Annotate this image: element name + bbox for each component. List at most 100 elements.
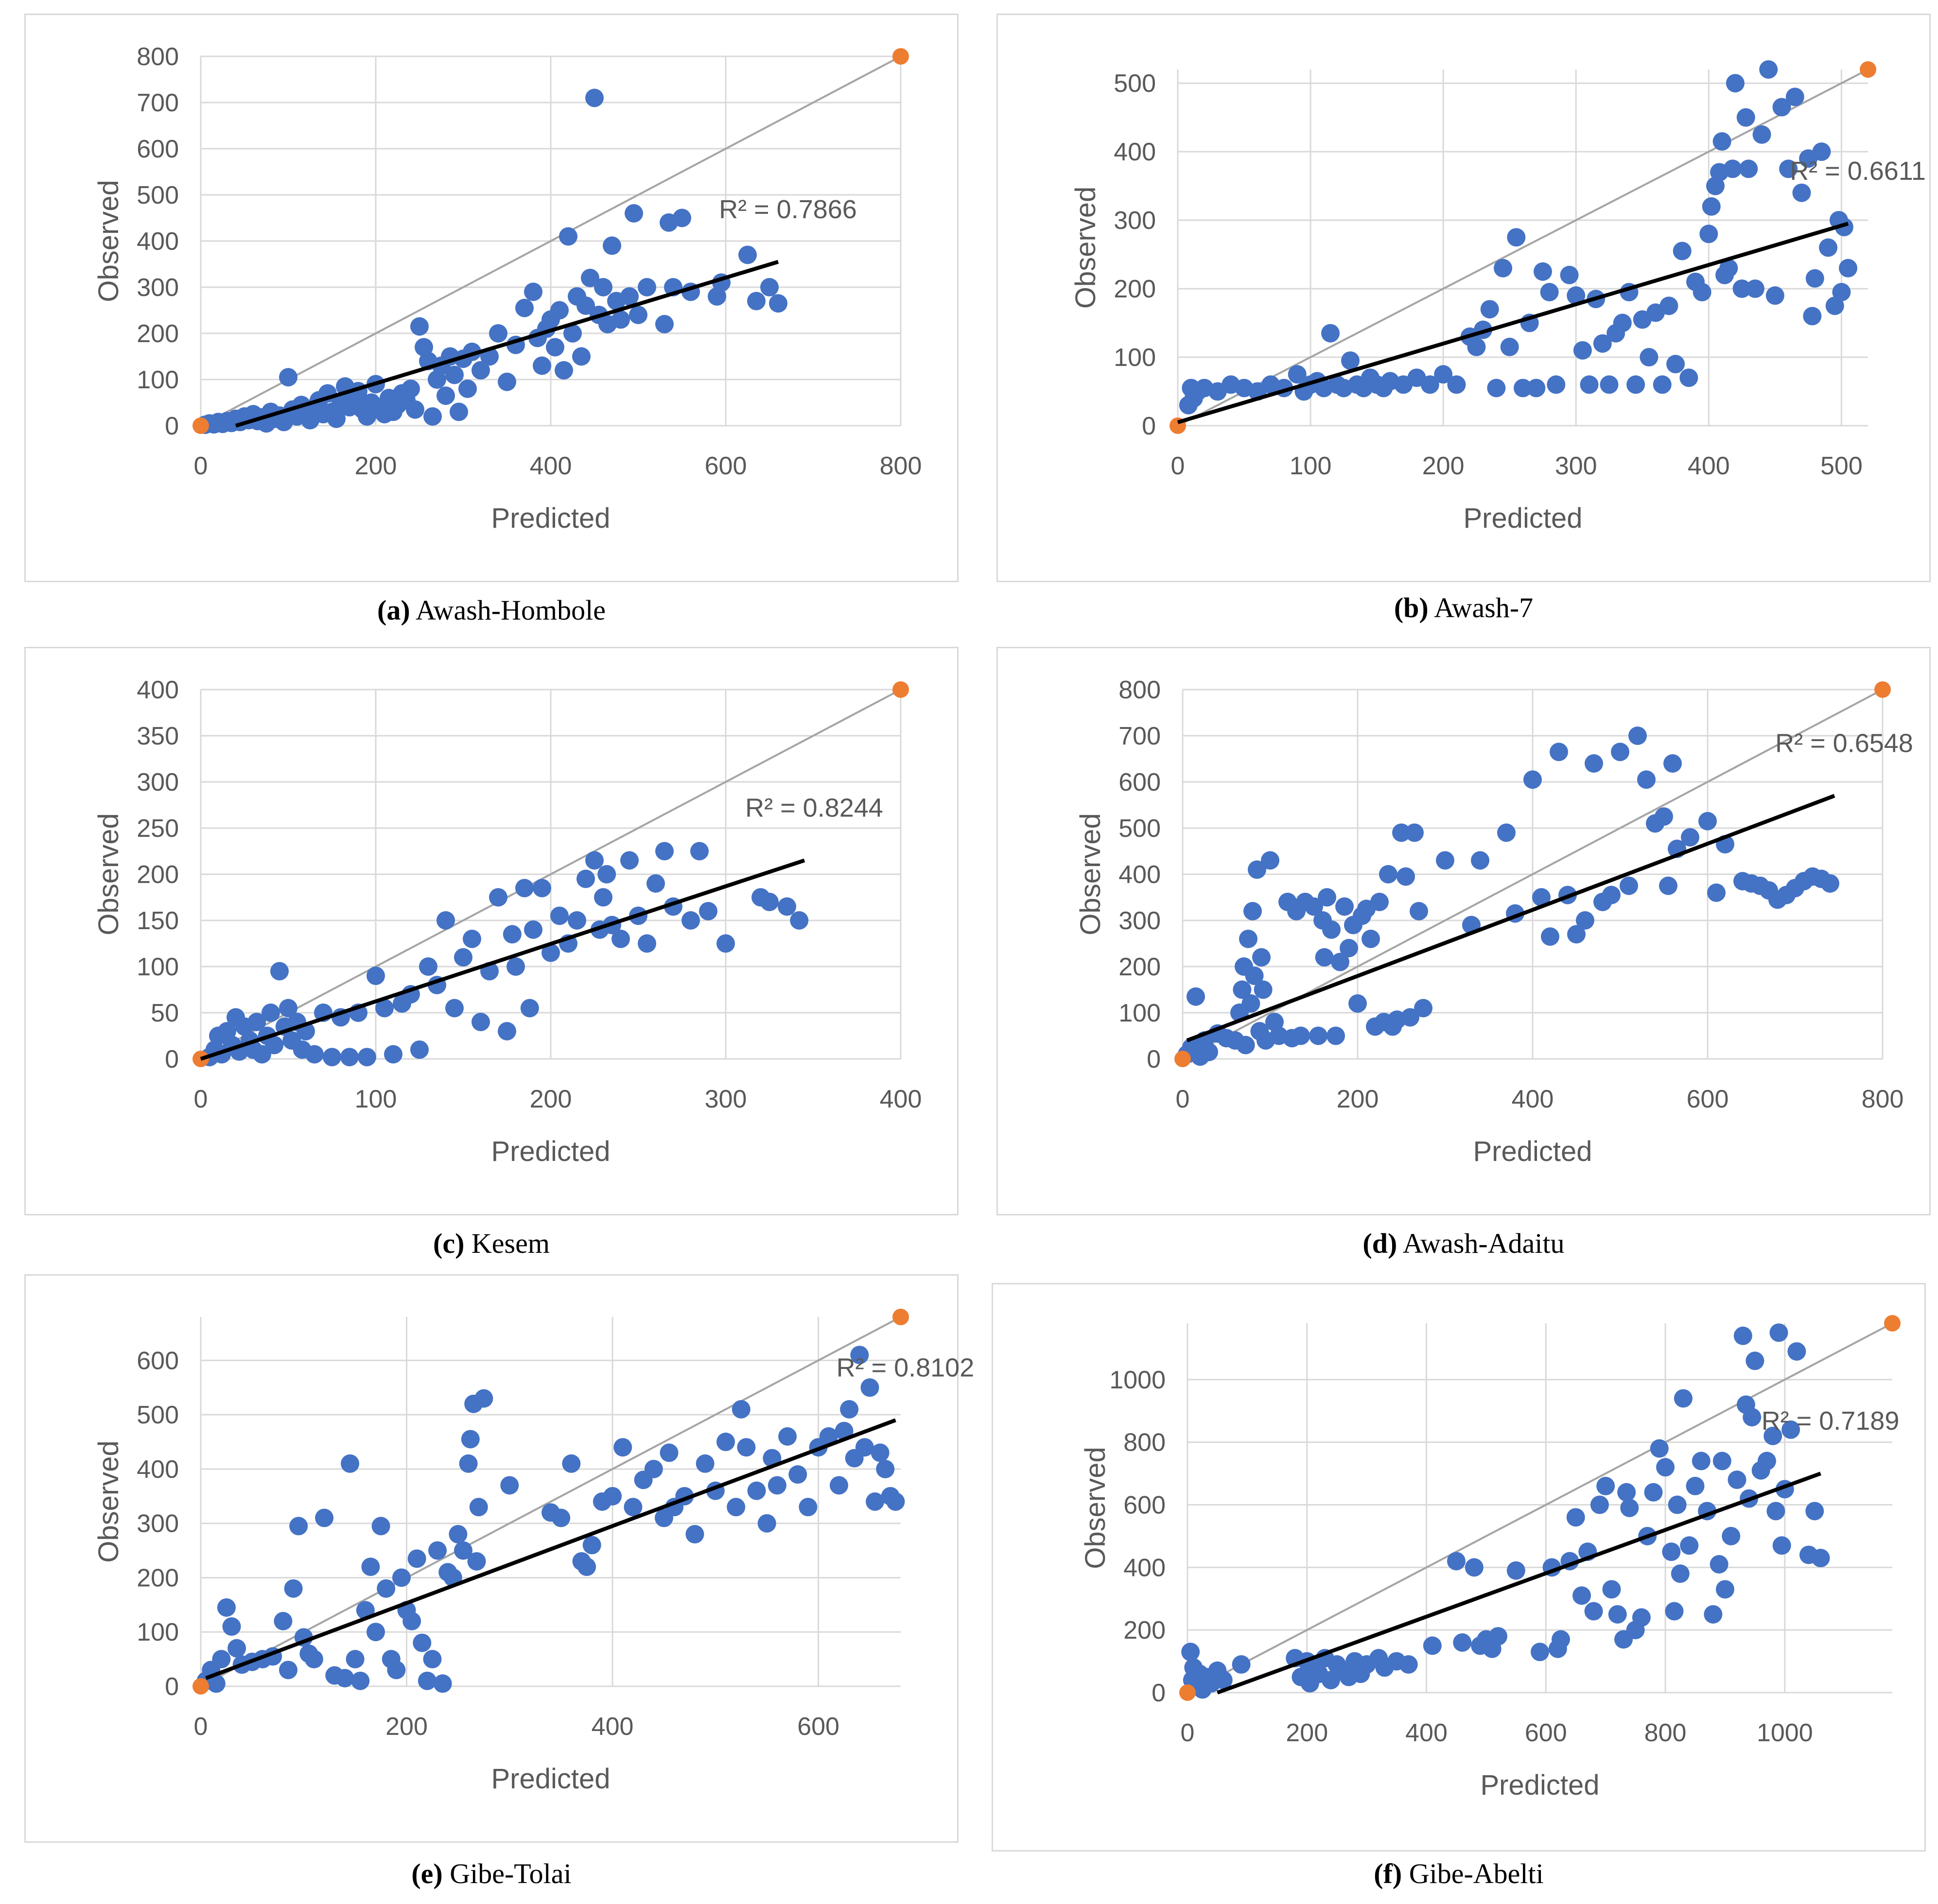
- x-tick-label-c-2: 200: [530, 1085, 572, 1113]
- data-point-e-89: [860, 1378, 879, 1397]
- data-point-b-46: [1567, 286, 1586, 305]
- data-point-a-98: [708, 287, 726, 306]
- data-point-f-60: [1662, 1542, 1681, 1561]
- data-point-f-49: [1602, 1580, 1621, 1599]
- data-point-d-81: [1681, 828, 1699, 847]
- data-point-d-51: [1392, 823, 1411, 842]
- data-point-e-2: [207, 1674, 226, 1693]
- data-point-a-102: [760, 278, 779, 296]
- y-tick-label-f-0: 0: [1152, 1679, 1166, 1707]
- reference-point-e-1: [892, 1309, 909, 1325]
- data-point-f-9: [1214, 1671, 1233, 1690]
- data-point-a-91: [629, 306, 647, 324]
- x-tick-label-f-5: 1000: [1757, 1719, 1813, 1747]
- data-point-e-64: [660, 1443, 679, 1462]
- data-point-f-84: [1769, 1323, 1788, 1342]
- data-point-e-91: [871, 1443, 890, 1462]
- data-point-e-12: [279, 1661, 297, 1679]
- data-point-a-88: [611, 310, 630, 329]
- data-point-f-37: [1506, 1561, 1525, 1580]
- data-point-f-53: [1620, 1499, 1639, 1517]
- data-point-b-16: [1321, 324, 1340, 343]
- x-tick-label-d-1: 200: [1337, 1085, 1379, 1113]
- data-point-b-29: [1434, 365, 1453, 384]
- data-point-b-76: [1736, 108, 1755, 127]
- x-axis-title-a: Predicted: [491, 502, 610, 534]
- chart-panel-b: 0 100 200 300 400 500 0 100 200 300 400 500 Predicte…: [996, 14, 1931, 582]
- data-point-e-52: [552, 1508, 571, 1527]
- data-point-c-30: [367, 967, 385, 985]
- y-tick-label-f-2: 400: [1123, 1554, 1166, 1582]
- data-point-e-53: [562, 1454, 581, 1473]
- data-point-c-32: [384, 1045, 402, 1064]
- y-tick-label-c-5: 250: [137, 814, 179, 843]
- data-point-e-47: [467, 1552, 486, 1571]
- data-point-e-92: [876, 1459, 895, 1478]
- x-tick-label-c-4: 400: [880, 1085, 922, 1113]
- y-tick-label-d-8: 800: [1118, 676, 1161, 704]
- x-tick-label-b-0: 0: [1171, 452, 1185, 480]
- y-tick-label-e-5: 500: [137, 1401, 179, 1429]
- data-point-b-78: [1746, 279, 1764, 298]
- chart-b-svg: 0 100 200 300 400 500 0 100 200 300 400 500 Predicte…: [1070, 60, 1926, 534]
- data-point-e-23: [351, 1671, 370, 1690]
- data-point-e-82: [819, 1427, 838, 1446]
- data-point-d-52: [1397, 867, 1415, 886]
- caption-c-name: Kesem: [471, 1228, 550, 1259]
- data-point-c-42: [471, 1013, 490, 1031]
- chart-f-svg: 0 200 400 600 800 1000 0 200 400 600 800 1000 Predic…: [1080, 1315, 1901, 1801]
- data-point-c-31: [375, 999, 394, 1018]
- data-point-d-48: [1379, 865, 1397, 883]
- data-point-a-19: [279, 368, 297, 387]
- data-point-b-47: [1573, 341, 1592, 360]
- y-tick-label-c-2: 100: [137, 953, 179, 981]
- data-point-e-42: [449, 1525, 468, 1544]
- reference-point-f-0: [1179, 1684, 1196, 1701]
- data-point-e-55: [577, 1558, 596, 1576]
- x-tick-label-b-5: 500: [1820, 452, 1863, 480]
- r2-label-f: R² = 0.7189: [1762, 1406, 1900, 1436]
- y-tick-label-c-1: 50: [151, 999, 179, 1027]
- caption-f-name: Gibe-Abelti: [1409, 1858, 1544, 1889]
- data-point-d-31: [1309, 1026, 1327, 1045]
- data-point-e-85: [840, 1400, 859, 1419]
- data-point-b-73: [1723, 159, 1742, 178]
- data-point-d-30: [1305, 897, 1323, 916]
- caption-b: (b) Awash-7: [996, 591, 1931, 624]
- data-point-b-80: [1759, 60, 1778, 79]
- y-tick-label-e-4: 400: [137, 1455, 179, 1484]
- y-tick-label-c-8: 400: [137, 676, 179, 704]
- data-point-b-19: [1341, 351, 1360, 370]
- data-point-f-90: [1805, 1502, 1824, 1521]
- y-tick-label-d-3: 300: [1118, 907, 1161, 935]
- data-point-a-80: [576, 296, 595, 315]
- data-point-a-92: [638, 278, 656, 296]
- data-point-f-70: [1710, 1555, 1728, 1574]
- data-point-c-62: [611, 930, 630, 948]
- data-point-d-44: [1362, 930, 1380, 948]
- caption-d: (d) Awash-Adaitu: [996, 1227, 1931, 1260]
- y-axis-title-b: Observed: [1070, 187, 1101, 309]
- caption-a-label: (a): [377, 594, 410, 626]
- data-point-c-39: [445, 999, 464, 1018]
- data-point-e-21: [341, 1454, 360, 1473]
- trendline-b: [1177, 222, 1849, 424]
- x-tick-label-d-3: 600: [1687, 1085, 1729, 1113]
- data-point-c-50: [524, 920, 542, 939]
- data-point-e-39: [433, 1674, 452, 1693]
- reference-point-c-1: [892, 681, 909, 698]
- data-point-f-82: [1763, 1426, 1782, 1445]
- data-point-d-79: [1663, 754, 1682, 773]
- data-point-f-63: [1671, 1564, 1690, 1583]
- data-point-b-60: [1659, 296, 1678, 315]
- y-tick-label-f-5: 1000: [1109, 1366, 1166, 1394]
- data-point-a-76: [559, 227, 577, 246]
- data-point-a-96: [673, 208, 691, 227]
- y-tick-label-c-4: 200: [137, 861, 179, 889]
- data-point-e-83: [829, 1476, 848, 1495]
- data-point-e-78: [778, 1427, 797, 1446]
- data-point-c-48: [515, 879, 534, 898]
- caption-f-label: (f): [1374, 1858, 1402, 1889]
- chart-panel-f: 0 200 400 600 800 1000 0 200 400 600 800 1000 Predic…: [992, 1283, 1926, 1852]
- caption-b-name: Awash-7: [1434, 592, 1534, 623]
